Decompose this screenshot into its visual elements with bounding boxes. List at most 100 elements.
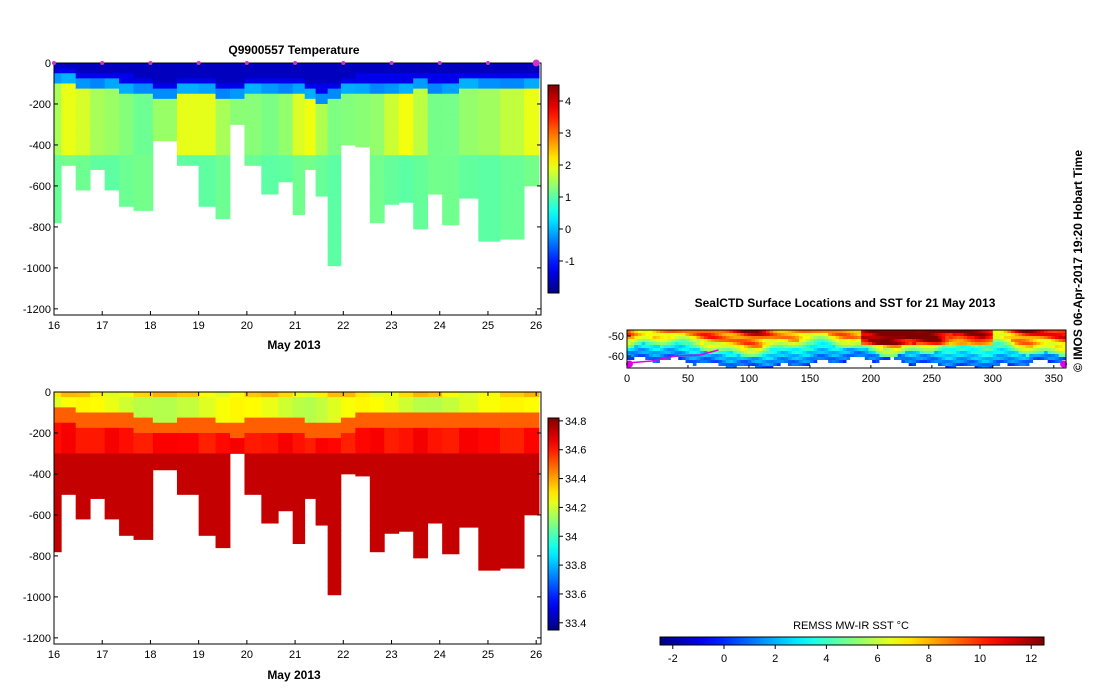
salinity-cell [54,540,62,547]
sst-cell [747,348,752,352]
sst-cell [714,336,719,340]
salinity-cell [398,397,414,403]
temperature-cell [355,68,371,74]
salinity-cell [54,530,62,536]
sst-cell [714,330,719,334]
temperature-cell [176,119,200,125]
temperature-cell [176,98,200,105]
sst-cell [733,333,738,337]
sst-cell [992,348,997,352]
temperature-cell [215,139,231,146]
sst-cell [787,339,793,343]
temperature-cell [75,119,91,125]
temperature-cell [152,68,178,74]
salinity-cell [244,402,262,408]
salinity-cell [500,453,525,459]
sst-cell [1018,354,1023,358]
temperature-cell [278,134,294,141]
sst-cell [659,363,664,367]
sst-cell [733,363,738,367]
sst-cell [901,354,906,358]
salinity-cell [304,427,316,434]
temperature-cell [90,119,106,125]
sst-cell [681,348,686,352]
sst-cell [846,333,851,337]
sst-cell [868,333,873,337]
sst-cell [1044,336,1049,340]
temperature-cell [384,103,400,110]
temperature-cell [369,196,385,202]
sst-cell [981,357,986,361]
sst-cell [890,336,895,340]
salinity-cell [104,494,120,500]
salinity-cell [75,458,91,465]
sst-cell [1044,357,1049,361]
temperature-cell [215,98,231,105]
sst-cell [857,363,862,367]
salinity-cell [133,484,154,490]
sst-cell [692,357,697,361]
salinity-cell [133,453,154,459]
sst-cell [908,354,913,358]
sst-cell [725,345,730,349]
temperature-cell [459,103,479,110]
temperature-cell [427,73,443,79]
sst-cell [1018,336,1023,340]
temperature-cell [369,211,385,218]
sst-cell [923,330,928,334]
sst-cell [773,354,778,358]
salinity-cell [384,484,400,490]
temperature-cell [244,88,262,95]
sst-cell [978,354,983,358]
temperature-cell [442,165,460,171]
sst-cell [842,357,847,361]
sst-cell [674,333,679,337]
temperature-cell [398,144,414,151]
sst-cell [926,366,932,368]
temperature-cell [292,78,306,84]
sst-cell [652,351,657,355]
salinity-cell [119,422,134,429]
sst-cell [820,333,825,337]
sst-cell [886,348,891,352]
salinity-cell [292,499,306,506]
sst-cell [897,336,902,340]
salinity-cell [215,412,231,419]
sst-cell [1033,339,1038,343]
temperature-xlabel: May 2013 [267,338,321,352]
temperature-cell [176,109,200,115]
temperature-cell [340,63,356,69]
sst-cell [846,345,851,349]
sst-cell [853,330,858,334]
sst-cell [828,339,833,343]
temperature-cell [327,160,342,166]
sst-cell [937,354,943,358]
sst-cell [912,351,917,355]
salinity-cell [315,438,329,444]
salinity-cell [215,473,231,480]
sst-cell [948,360,953,364]
sst-cell [733,345,738,349]
sst-cell [707,363,712,367]
sst-cell [1051,345,1056,349]
temperature-cell [278,175,294,182]
sst-cell [769,357,774,361]
sst-cell [828,366,833,368]
sst-cell [978,345,983,349]
temperature-cell [478,114,501,120]
salinity-cell [413,473,429,480]
sst-cell [1044,345,1049,349]
sst-cell [839,345,844,349]
temperature-cell [133,103,154,110]
sst-cell [897,348,902,352]
salinity-cell [384,407,400,413]
salinity-cell [315,412,329,419]
temperature-cell [442,83,460,90]
salinity-cell [90,397,106,403]
sst-cell [711,363,716,367]
sst-cell [941,348,946,352]
sst-cell [916,330,921,334]
salinity-cell [54,479,62,485]
sst-cell [641,357,646,361]
salinity-cell [261,504,279,511]
